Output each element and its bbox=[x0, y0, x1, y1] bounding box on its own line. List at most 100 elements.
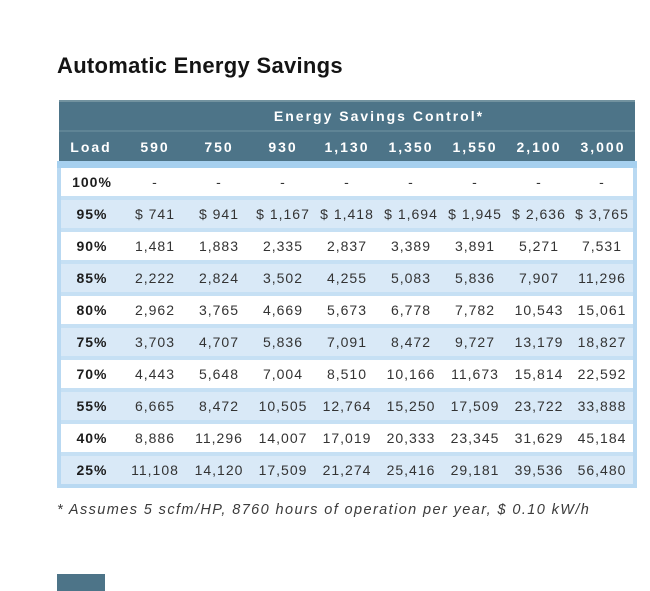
value-cell: 1,883 bbox=[187, 228, 251, 262]
value-cell: 1,481 bbox=[123, 228, 187, 262]
value-cell: 4,443 bbox=[123, 356, 187, 390]
value-cell: - bbox=[379, 161, 443, 198]
value-cell: 2,962 bbox=[123, 292, 187, 326]
value-cell: 2,222 bbox=[123, 260, 187, 294]
value-cell: 4,707 bbox=[187, 324, 251, 358]
column-header: 590 bbox=[123, 130, 187, 165]
table-row: 80% 2,962 3,765 4,669 5,673 6,778 7,782 10,543 1… bbox=[57, 292, 637, 326]
value-cell: 9,727 bbox=[443, 324, 507, 358]
value-cell: 11,296 bbox=[571, 260, 637, 294]
value-cell: 14,007 bbox=[251, 420, 315, 454]
value-cell: 7,782 bbox=[443, 292, 507, 326]
column-header-row: Load 590 750 930 1,130 1,350 1,550 2,100 3,000 bbox=[59, 130, 635, 165]
energy-savings-table: Energy Savings Control* Load 590 750 930 1,1… bbox=[57, 100, 637, 488]
value-cell: 39,536 bbox=[507, 452, 571, 488]
value-cell: 3,502 bbox=[251, 260, 315, 294]
value-cell: 7,531 bbox=[571, 228, 637, 262]
value-cell: - bbox=[571, 161, 637, 198]
value-cell: 5,083 bbox=[379, 260, 443, 294]
value-cell: 12,764 bbox=[315, 388, 379, 422]
value-cell: 56,480 bbox=[571, 452, 637, 488]
value-cell: 7,907 bbox=[507, 260, 571, 294]
value-cell: 6,665 bbox=[123, 388, 187, 422]
load-cell: 75% bbox=[57, 324, 123, 358]
load-cell: 85% bbox=[57, 260, 123, 294]
value-cell: $ 1,418 bbox=[315, 196, 379, 230]
value-cell: 8,886 bbox=[123, 420, 187, 454]
value-cell: 4,669 bbox=[251, 292, 315, 326]
value-cell: $ 1,945 bbox=[443, 196, 507, 230]
value-cell: 17,509 bbox=[443, 388, 507, 422]
value-cell: 8,472 bbox=[187, 388, 251, 422]
value-cell: 15,814 bbox=[507, 356, 571, 390]
load-cell: 25% bbox=[57, 452, 123, 488]
value-cell: 10,543 bbox=[507, 292, 571, 326]
value-cell: 25,416 bbox=[379, 452, 443, 488]
value-cell: 7,091 bbox=[315, 324, 379, 358]
value-cell: 10,166 bbox=[379, 356, 443, 390]
value-cell: 5,271 bbox=[507, 228, 571, 262]
value-cell: 23,722 bbox=[507, 388, 571, 422]
value-cell: 11,673 bbox=[443, 356, 507, 390]
value-cell: 11,296 bbox=[187, 420, 251, 454]
table-row: 40% 8,886 11,296 14,007 17,019 20,333 23,345 31… bbox=[57, 420, 637, 454]
table-row: 85% 2,222 2,824 3,502 4,255 5,083 5,836 7,907 11… bbox=[57, 260, 637, 294]
value-cell: 6,778 bbox=[379, 292, 443, 326]
value-cell: - bbox=[315, 161, 379, 198]
column-header: 1,350 bbox=[379, 130, 443, 165]
value-cell: 13,179 bbox=[507, 324, 571, 358]
value-cell: 2,837 bbox=[315, 228, 379, 262]
value-cell: 5,836 bbox=[443, 260, 507, 294]
load-cell: 100% bbox=[57, 161, 123, 198]
load-cell: 90% bbox=[57, 228, 123, 262]
value-cell: 4,255 bbox=[315, 260, 379, 294]
value-cell: 5,673 bbox=[315, 292, 379, 326]
value-cell: 45,184 bbox=[571, 420, 637, 454]
column-header: 930 bbox=[251, 130, 315, 165]
value-cell: $ 1,694 bbox=[379, 196, 443, 230]
load-cell: 80% bbox=[57, 292, 123, 326]
table-row: 25% 11,108 14,120 17,509 21,274 25,416 29,181 3… bbox=[57, 452, 637, 488]
value-cell: - bbox=[251, 161, 315, 198]
value-cell: 15,250 bbox=[379, 388, 443, 422]
table-row: 70% 4,443 5,648 7,004 8,510 10,166 11,673 15,81… bbox=[57, 356, 637, 390]
value-cell: 17,019 bbox=[315, 420, 379, 454]
column-header: 750 bbox=[187, 130, 251, 165]
value-cell: 33,888 bbox=[571, 388, 637, 422]
table-row: 55% 6,665 8,472 10,505 12,764 15,250 17,509 23,… bbox=[57, 388, 637, 422]
value-cell: 3,765 bbox=[187, 292, 251, 326]
value-cell: 31,629 bbox=[507, 420, 571, 454]
value-cell: 29,181 bbox=[443, 452, 507, 488]
bottom-accent-bar bbox=[57, 574, 105, 591]
value-cell: - bbox=[443, 161, 507, 198]
value-cell: 15,061 bbox=[571, 292, 637, 326]
value-cell: - bbox=[187, 161, 251, 198]
value-cell: 5,648 bbox=[187, 356, 251, 390]
value-cell: 3,703 bbox=[123, 324, 187, 358]
footnote: * Assumes 5 scfm/HP, 8760 hours of opera… bbox=[57, 502, 591, 518]
value-cell: 3,389 bbox=[379, 228, 443, 262]
value-cell: 17,509 bbox=[251, 452, 315, 488]
load-cell: 95% bbox=[57, 196, 123, 230]
table-row: 95% $ 741 $ 941 $ 1,167 $ 1,418 $ 1,694 $ 1,94… bbox=[57, 196, 637, 230]
column-header-load: Load bbox=[59, 130, 123, 165]
value-cell: 8,472 bbox=[379, 324, 443, 358]
load-cell: 55% bbox=[57, 388, 123, 422]
value-cell: 7,004 bbox=[251, 356, 315, 390]
value-cell: 5,836 bbox=[251, 324, 315, 358]
header-banner: Energy Savings Control* bbox=[123, 100, 635, 131]
value-cell: $ 741 bbox=[123, 196, 187, 230]
value-cell: 23,345 bbox=[443, 420, 507, 454]
table-row: 75% 3,703 4,707 5,836 7,091 8,472 9,727 13,179 1… bbox=[57, 324, 637, 358]
value-cell: 2,824 bbox=[187, 260, 251, 294]
value-cell: 10,505 bbox=[251, 388, 315, 422]
value-cell: 21,274 bbox=[315, 452, 379, 488]
table-header: Energy Savings Control* Load 590 750 930 1,1… bbox=[59, 100, 635, 165]
load-cell: 40% bbox=[57, 420, 123, 454]
header-banner-spacer bbox=[59, 100, 123, 131]
column-header: 1,130 bbox=[315, 130, 379, 165]
value-cell: - bbox=[123, 161, 187, 198]
column-header: 2,100 bbox=[507, 130, 571, 165]
value-cell: 11,108 bbox=[123, 452, 187, 488]
